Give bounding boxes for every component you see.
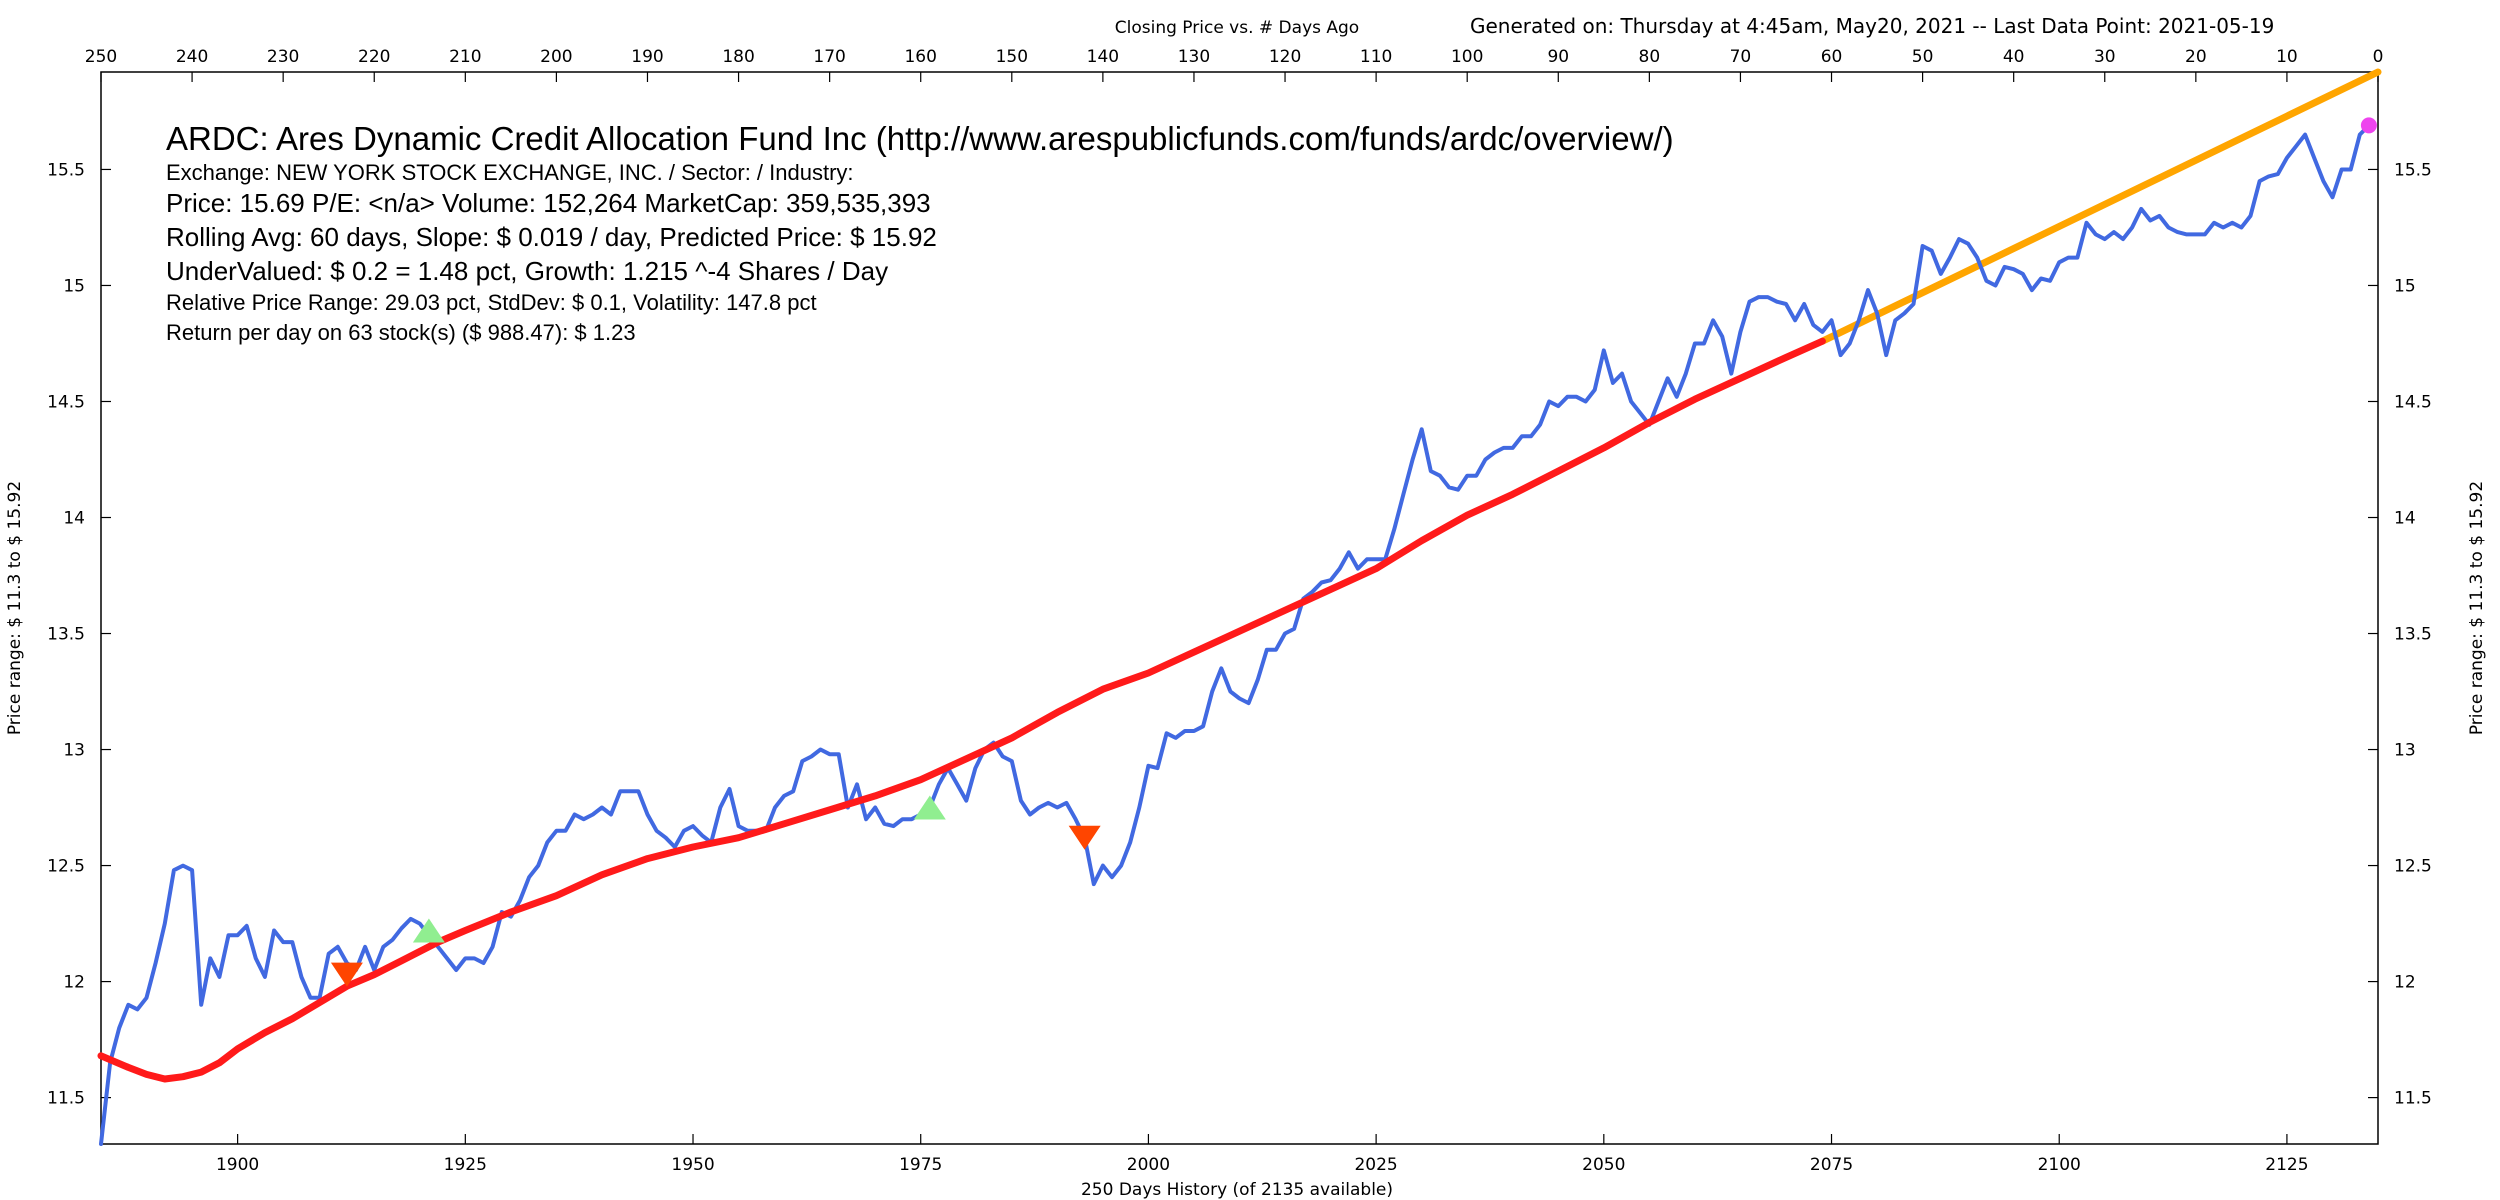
x2-tick-label: 120 (1269, 47, 1301, 67)
info-return: Return per day on 63 stock(s) ($ 988.47)… (166, 320, 636, 345)
y-tick-label: 13.5 (47, 625, 85, 645)
x2-tick-label: 130 (1178, 47, 1210, 67)
x2-tick-label: 20 (2185, 47, 2207, 67)
plot-frame (100, 71, 2379, 1145)
series-rolling-avg-line (97, 337, 1826, 1083)
buy-marker (412, 918, 445, 943)
x-tick-label: 1950 (671, 1155, 714, 1175)
x2-tick-label: 180 (722, 47, 754, 67)
info-range: Relative Price Range: 29.03 pct, StdDev:… (166, 290, 817, 315)
marker-layer (330, 117, 2377, 987)
x2-tick-label: 170 (813, 47, 845, 67)
x-axis-top: 250 240 230 220 210 200 190 180 170 160 150 140 130 1… (85, 47, 2384, 82)
y-axis-right: 11.5 12 12.5 13 13.5 14 14.5 15 15.5 (2368, 160, 2432, 1109)
x2-tick-label: 210 (449, 47, 481, 67)
x2-tick-label: 110 (1360, 47, 1392, 67)
y2-tick-label: 14 (2394, 509, 2416, 529)
x2-tick-label: 80 (1639, 47, 1661, 67)
x2-tick-label: 160 (904, 47, 936, 67)
generated-note: Generated on: Thursday at 4:45am, May20,… (1470, 14, 2274, 38)
x-axis-label: 250 Days History (of 2135 available) (1081, 1180, 1393, 1200)
x-tick-label: 2000 (1127, 1155, 1170, 1175)
x2-tick-label: 100 (1451, 47, 1483, 67)
x-tick-label: 2050 (1582, 1155, 1625, 1175)
x-tick-label: 1925 (444, 1155, 487, 1175)
sell-marker (330, 962, 363, 987)
series-layer (97, 68, 2382, 1146)
series-projection-line (1818, 68, 2382, 345)
y2-tick-label: 12.5 (2394, 857, 2432, 877)
x2-tick-label: 190 (631, 47, 663, 67)
y2-tick-label: 13 (2394, 741, 2416, 761)
y-axis-label-right: Price range: $ 11.3 to $ 15.92 (2467, 481, 2487, 735)
x2-tick-label: 10 (2276, 47, 2298, 67)
y-axis-left: 11.5 12 12.5 13 13.5 14 14.5 15 15.5 (47, 160, 111, 1109)
x-tick-label: 1900 (216, 1155, 259, 1175)
x2-tick-label: 30 (2094, 47, 2116, 67)
info-exchange: Exchange: NEW YORK STOCK EXCHANGE, INC. … (166, 160, 854, 185)
x2-tick-label: 40 (2003, 47, 2025, 67)
x2-tick-label: 200 (540, 47, 572, 67)
x-axis-bottom: 1900 1925 1950 1975 2000 2025 2050 2075 2100 2125 (216, 1134, 2309, 1175)
y-tick-label: 11.5 (47, 1089, 85, 1109)
x2-tick-label: 250 (85, 47, 117, 67)
y-tick-label: 15.5 (47, 160, 85, 180)
x2-tick-label: 220 (358, 47, 390, 67)
series-price-line (99, 123, 2371, 1146)
x-tick-label: 2075 (1810, 1155, 1853, 1175)
y-tick-label: 14.5 (47, 392, 85, 412)
x2-tick-label: 150 (996, 47, 1028, 67)
x-tick-label: 1975 (899, 1155, 942, 1175)
info-rolling-avg: Rolling Avg: 60 days, Slope: $ 0.019 / d… (166, 222, 937, 252)
y2-tick-label: 15.5 (2394, 160, 2432, 180)
y-tick-label: 12 (63, 973, 85, 993)
y-tick-label: 12.5 (47, 857, 85, 877)
x2-tick-label: 230 (267, 47, 299, 67)
chart-title: Closing Price vs. # Days Ago (1115, 18, 1359, 38)
y-tick-label: 14 (63, 509, 85, 529)
buy-marker (913, 795, 946, 820)
y2-tick-label: 12 (2394, 973, 2416, 993)
x-tick-label: 2100 (2038, 1155, 2081, 1175)
x-tick-label: 2125 (2265, 1155, 2308, 1175)
y2-tick-label: 11.5 (2394, 1089, 2432, 1109)
y2-tick-label: 13.5 (2394, 625, 2432, 645)
y2-tick-label: 15 (2394, 276, 2416, 296)
y-tick-label: 15 (63, 276, 85, 296)
x2-tick-label: 60 (1821, 47, 1843, 67)
info-undervalued: UnderValued: $ 0.2 = 1.48 pct, Growth: 1… (166, 256, 888, 286)
last-point-marker (2360, 117, 2377, 134)
x2-tick-label: 140 (1087, 47, 1119, 67)
x2-tick-label: 70 (1730, 47, 1752, 67)
info-title: ARDC: Ares Dynamic Credit Allocation Fun… (166, 120, 1674, 157)
info-price: Price: 15.69 P/E: <n/a> Volume: 152,264 … (166, 188, 931, 218)
y-tick-label: 13 (63, 741, 85, 761)
y-axis-label-left: Price range: $ 11.3 to $ 15.92 (5, 481, 25, 735)
x-tick-label: 2025 (1354, 1155, 1397, 1175)
y2-tick-label: 14.5 (2394, 392, 2432, 412)
x2-tick-label: 50 (1912, 47, 1934, 67)
x2-tick-label: 240 (176, 47, 208, 67)
x2-tick-label: 90 (1547, 47, 1569, 67)
sell-marker (1068, 825, 1101, 850)
x2-tick-label: 0 (2373, 47, 2384, 67)
